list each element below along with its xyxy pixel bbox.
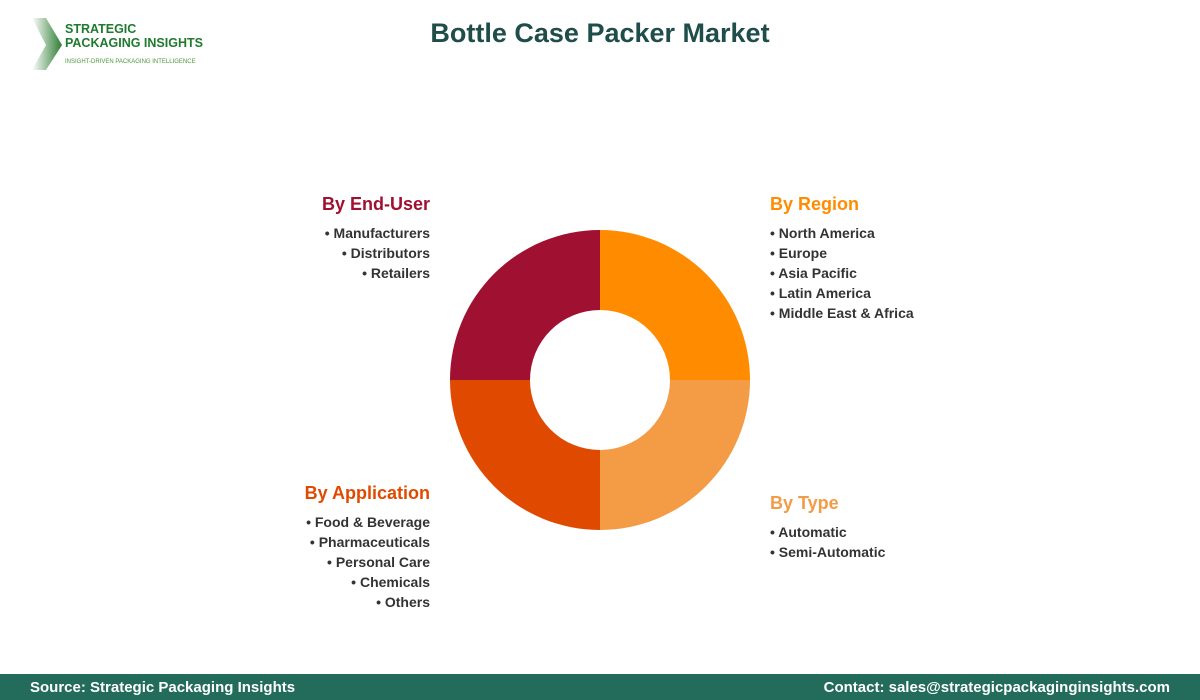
legend-item: • Europe: [770, 245, 828, 261]
logo-tagline: INSIGHT-DRIVEN PACKAGING INTELLIGENCE: [65, 59, 196, 65]
legend-item: • North America: [770, 225, 875, 241]
donut-segment-by-region: [600, 230, 750, 380]
legend-item: • Retailers: [362, 265, 430, 281]
group-title: By Type: [770, 493, 839, 513]
legend-group-region: By Region • North America • Europe • Asia …: [770, 194, 914, 323]
donut-segment-by-type: [600, 380, 750, 530]
logo-line1: STRATEGIC: [65, 22, 137, 36]
footer-source: Source: Strategic Packaging Insights: [30, 679, 296, 696]
legend-group-application: By Application • Food & Beverage • Pharma…: [305, 483, 430, 612]
legend-item: • Asia Pacific: [770, 265, 857, 281]
legend-item: • Chemicals: [351, 574, 430, 590]
legend-item: • Automatic: [770, 524, 847, 540]
legend-item: • Semi-Automatic: [770, 544, 886, 560]
legend-item: • Others: [376, 594, 430, 610]
group-title: By Region: [770, 194, 860, 214]
legend-item: • Distributors: [341, 245, 430, 261]
footer: Source: Strategic Packaging Insights Con…: [0, 674, 1200, 700]
legend-group-end-user: By End-User • Manufacturers • Distributor…: [322, 194, 430, 283]
legend-item: • Personal Care: [327, 554, 430, 570]
page-title: Bottle Case Packer Market: [430, 18, 770, 48]
legend-item: • Pharmaceuticals: [309, 534, 430, 550]
legend-item: • Middle East & Africa: [770, 305, 914, 321]
group-title: By End-User: [321, 194, 430, 214]
logo-line2: PACKAGING INSIGHTS: [65, 36, 203, 50]
donut-segment-by-end-user: [450, 230, 600, 380]
group-title: By Application: [304, 483, 430, 503]
legend-item: • Manufacturers: [324, 225, 430, 241]
legend-item: • Food & Beverage: [306, 514, 430, 530]
logo: STRATEGIC PACKAGING INSIGHTS INSIGHT-DRIV…: [32, 18, 212, 73]
logo-chevron-icon: [32, 18, 62, 70]
legend-group-type: By Type • Automatic • Semi-Automatic: [770, 493, 885, 562]
footer-contact[interactable]: Contact: sales@strategicpackaginginsight…: [823, 679, 1170, 696]
donut-segment-by-application: [450, 380, 600, 530]
legend-item: • Latin America: [770, 285, 871, 301]
